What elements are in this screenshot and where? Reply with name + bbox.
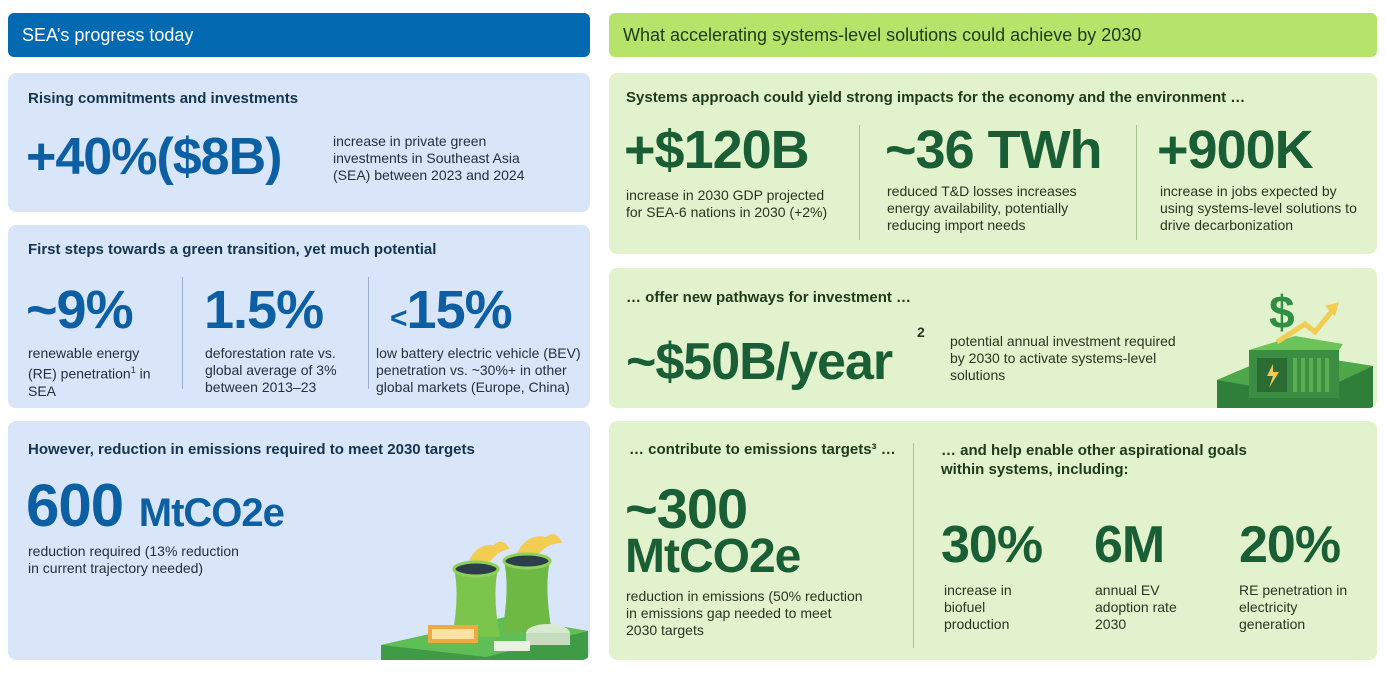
commitments-desc: increase in private green investments in… [333,133,525,183]
gdp-value: +$120B [624,120,810,180]
ev-value: 6M [1094,516,1165,574]
emissions-number: 600 [26,472,124,539]
impacts-card: Systems approach could yield strong impa… [609,73,1377,254]
left-header: SEA’s progress today [8,13,590,57]
ev-desc: annual EV adoption rate 2030 [1095,582,1177,632]
investment-value: ~$50B/year [626,333,893,391]
re-penetration-desc-end: in SEA [28,365,151,399]
footnote-1: 1 [130,365,136,375]
dollar-investment-illustration: $ [1217,286,1373,408]
re-penetration-value: ~9% [26,280,134,340]
green-transition-card: First steps towards a green transition, … [8,225,590,408]
emissions-value: 600 MtCO2e [26,476,285,536]
targets-card: … contribute to emissions targets³ … ~30… [609,421,1377,660]
jobs-value: +900K [1157,120,1314,180]
targets-title: … contribute to emissions targets³ … [629,441,896,458]
deforestation-desc: deforestation rate vs. global average of… [205,345,337,395]
bev-desc: low battery electric vehicle (BEV) penet… [376,345,581,395]
twh-desc: reduced T&D losses increases energy avai… [887,183,1077,233]
targets-value-line1: ~300 [625,477,748,540]
emissions-unit: MtCO2e [138,491,285,535]
divider [368,277,369,389]
investment-card: … offer new pathways for investment … ~$… [609,268,1377,408]
divider [1136,125,1137,240]
divider [913,443,914,648]
targets-desc: reduction in emissions (50% reduction in… [626,588,863,638]
bev-number: 15% [406,280,513,340]
right-header: What accelerating systems-level solution… [609,13,1377,57]
biofuel-desc: increase in biofuel production [944,582,1012,632]
investment-title: … offer new pathways for investment … [626,289,912,306]
biofuel-value: 30% [941,516,1043,574]
re-generation-value: 20% [1239,516,1341,574]
twh-value: ~36 TWh [885,120,1103,180]
power-plant-illustration [381,534,588,660]
targets-value-line2: MtCO2e [625,530,801,583]
impacts-title: Systems approach could yield strong impa… [626,89,1246,106]
svg-text:$: $ [1269,286,1295,338]
footnote-2: 2 [917,324,925,340]
deforestation-value: 1.5% [204,280,324,340]
jobs-desc: increase in jobs expected by using syste… [1160,183,1357,233]
bev-prefix: < [390,302,408,335]
commitments-value: +40%($8B) [26,128,282,186]
re-penetration-desc: renewable energy (RE) penetration1 in SE… [28,345,168,400]
emissions-desc: reduction required (13% reduction in cur… [28,543,239,576]
divider [859,125,860,240]
goals-title: … and help enable other aspirational goa… [941,442,1247,478]
emissions-title: However, reduction in emissions required… [28,441,475,458]
investment-desc: potential annual investment required by … [950,333,1176,383]
divider [182,277,183,389]
green-transition-title: First steps towards a green transition, … [28,241,437,258]
bev-value: <15% [390,280,513,340]
commitments-card: Rising commitments and investments +40%(… [8,73,590,212]
re-generation-desc: RE penetration in electricity generation [1239,582,1348,632]
emissions-card: However, reduction in emissions required… [8,421,590,660]
gdp-desc: increase in 2030 GDP projected for SEA-6… [626,187,828,220]
re-penetration-desc-text: renewable energy (RE) penetration [28,345,140,382]
commitments-title: Rising commitments and investments [28,90,299,107]
